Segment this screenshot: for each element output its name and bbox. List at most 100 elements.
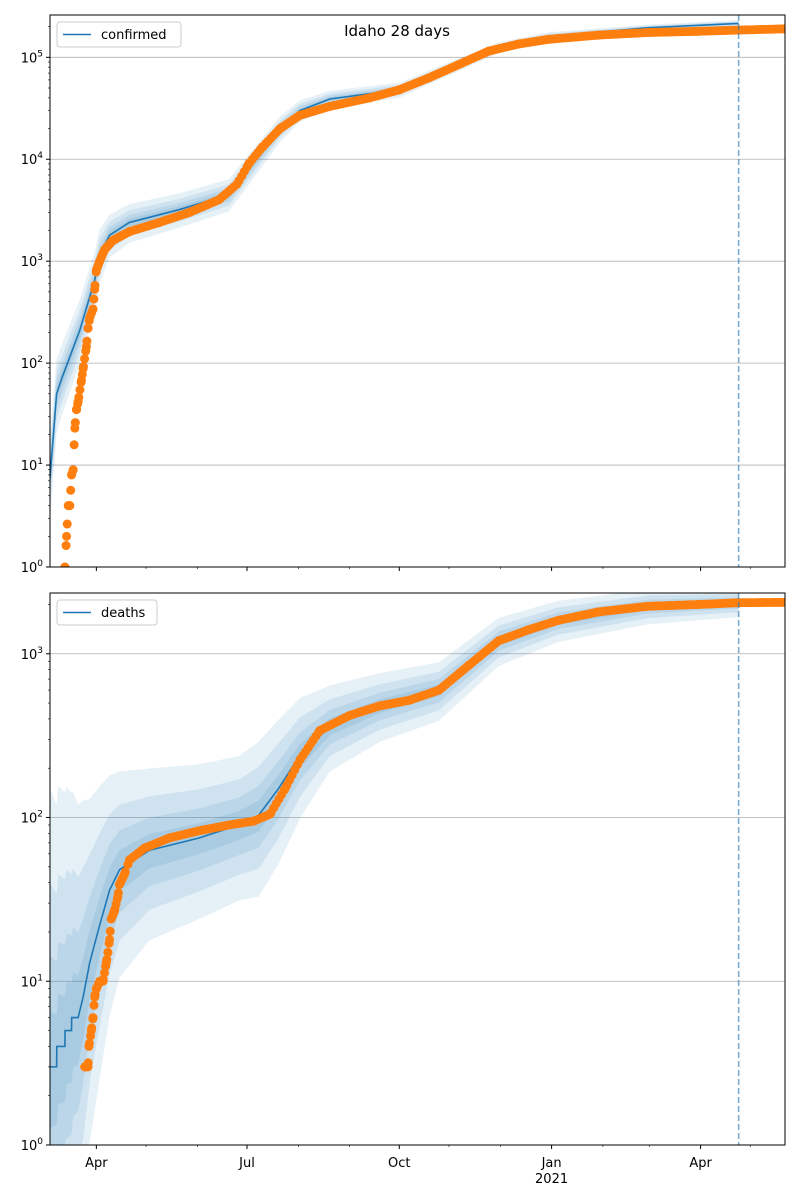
observed-point (424, 73, 434, 83)
y-tick-label: 100 (21, 1137, 44, 1154)
observed-point (113, 891, 123, 901)
observed-point (224, 820, 234, 830)
observed-point (553, 615, 563, 625)
x-tick-sublabel: 2021 (535, 1172, 568, 1187)
y-tick-label: 104 (21, 151, 44, 168)
observed-point (364, 93, 374, 103)
chart-title: Idaho 28 days (344, 22, 450, 40)
y-tick-exponent: 0 (37, 559, 43, 569)
observed-point (345, 710, 355, 720)
observed-point (80, 354, 90, 364)
observed-point (105, 934, 115, 944)
observed-point (434, 685, 444, 695)
x-tick-label: Oct (388, 1156, 410, 1171)
observed-point (88, 1013, 98, 1023)
observed-point (90, 284, 100, 294)
y-tick-exponent: 2 (37, 810, 43, 820)
observed-point (295, 755, 305, 765)
observed-point (249, 816, 259, 826)
observed-point (214, 195, 224, 205)
y-tick-label: 102 (21, 810, 43, 827)
observed-point (85, 313, 95, 323)
observed-point (194, 826, 204, 836)
y-tick-label: 103 (21, 646, 43, 663)
observed-point (778, 597, 785, 607)
y-tick-exponent: 1 (37, 973, 43, 983)
observed-point (119, 869, 129, 879)
observed-point (60, 562, 70, 567)
observed-point (404, 695, 414, 705)
observed-point (106, 914, 116, 924)
observed-point (280, 784, 290, 794)
x-tick-label: Apr (689, 1156, 712, 1171)
plot-area (50, 20, 785, 567)
axes-frame (49, 14, 786, 568)
observed-point (494, 636, 504, 646)
observed-point (89, 294, 99, 304)
observed-point (139, 843, 149, 853)
y-tick-label: 101 (21, 457, 43, 474)
y-tick-label: 103 (21, 253, 43, 270)
observed-point (115, 879, 125, 889)
x-tick-label: Jan (541, 1156, 562, 1171)
observed-point (81, 342, 91, 352)
legend: confirmed (56, 21, 182, 48)
y-tick-label: 101 (21, 973, 43, 990)
observed-point (593, 30, 603, 40)
observed-point (69, 440, 79, 450)
observed-point (124, 227, 134, 237)
observed-point (70, 423, 80, 433)
observed-point (105, 926, 115, 936)
observed-point (103, 947, 113, 957)
y-tick-exponent: 3 (37, 253, 43, 263)
y-tick-exponent: 4 (37, 151, 43, 161)
observed-point (90, 992, 100, 1002)
observed-point (734, 25, 744, 35)
observed-point (124, 855, 134, 865)
observed-point (643, 601, 653, 611)
observed-point (315, 725, 325, 735)
y-tick-exponent: 5 (37, 49, 43, 59)
observed-point (89, 1000, 99, 1010)
y-tick-label: 100 (21, 559, 44, 576)
x-tick-label: Jul (238, 1156, 255, 1171)
plot-area (50, 593, 785, 1145)
observed-point (110, 906, 120, 916)
legend-box (56, 21, 182, 48)
observed-point (184, 208, 194, 218)
observed-point (778, 24, 785, 34)
observed-point (543, 34, 553, 44)
observed-point (374, 701, 384, 711)
observed-point (265, 809, 275, 819)
legend-label: confirmed (101, 28, 167, 43)
observed-point (295, 110, 305, 120)
observed-point (83, 1062, 93, 1072)
observed-point (232, 179, 242, 189)
legend-label: deaths (101, 606, 146, 621)
observed-point (513, 39, 523, 49)
observed-point (62, 519, 72, 529)
observed-point (61, 541, 71, 551)
observed-point (454, 59, 464, 69)
observed-point (62, 531, 72, 541)
observed-point (76, 375, 86, 385)
y-tick-exponent: 1 (37, 457, 43, 467)
y-tick-exponent: 3 (37, 646, 43, 656)
observed-point (78, 364, 88, 374)
observed-point (108, 235, 118, 245)
observed-point (275, 124, 285, 134)
x-tick-label: Apr (85, 1156, 108, 1171)
observed-point (68, 465, 78, 475)
observed-point (66, 485, 76, 495)
observed-point (643, 28, 653, 38)
observed-point (164, 833, 174, 843)
observed-point (91, 265, 101, 275)
observed-point (325, 101, 335, 111)
observed-point (75, 385, 85, 395)
observed-point (88, 304, 98, 314)
y-tick-exponent: 2 (37, 355, 43, 365)
observed-point (91, 984, 101, 994)
observed-point (101, 958, 111, 968)
y-tick-label: 105 (21, 49, 43, 66)
